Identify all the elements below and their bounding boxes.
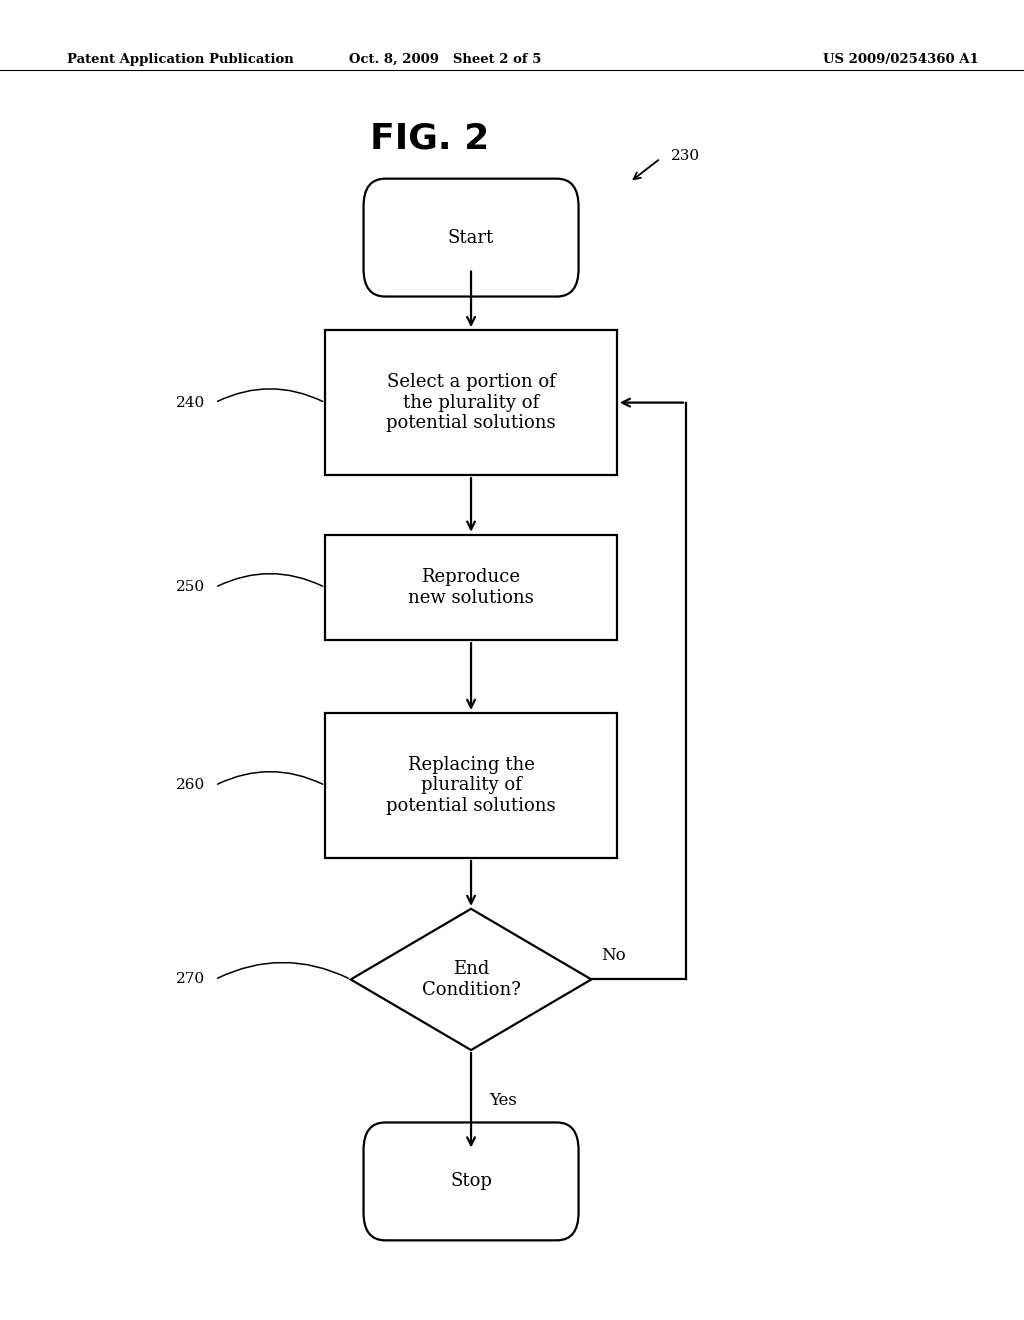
Text: 240: 240 — [175, 396, 205, 409]
Bar — [326, 330, 616, 475]
Bar — [326, 535, 616, 640]
Text: Stop: Stop — [451, 1172, 492, 1191]
Text: FIG. 2: FIG. 2 — [371, 121, 489, 156]
FancyBboxPatch shape — [364, 178, 579, 297]
Text: Yes: Yes — [489, 1092, 517, 1109]
Text: No: No — [602, 946, 627, 964]
Text: Replacing the
plurality of
potential solutions: Replacing the plurality of potential sol… — [386, 755, 556, 816]
Text: Reproduce
new solutions: Reproduce new solutions — [409, 568, 534, 607]
Text: 270: 270 — [176, 973, 205, 986]
FancyBboxPatch shape — [364, 1122, 579, 1241]
Text: Start: Start — [447, 228, 495, 247]
Text: US 2009/0254360 A1: US 2009/0254360 A1 — [823, 53, 979, 66]
Polygon shape — [350, 908, 592, 1051]
Text: 260: 260 — [175, 779, 205, 792]
Text: Oct. 8, 2009   Sheet 2 of 5: Oct. 8, 2009 Sheet 2 of 5 — [349, 53, 542, 66]
Bar — [326, 713, 616, 858]
Text: Patent Application Publication: Patent Application Publication — [67, 53, 293, 66]
Text: Select a portion of
the plurality of
potential solutions: Select a portion of the plurality of pot… — [386, 372, 556, 433]
Text: 230: 230 — [671, 149, 699, 162]
Text: 250: 250 — [176, 581, 205, 594]
Text: End
Condition?: End Condition? — [422, 960, 520, 999]
